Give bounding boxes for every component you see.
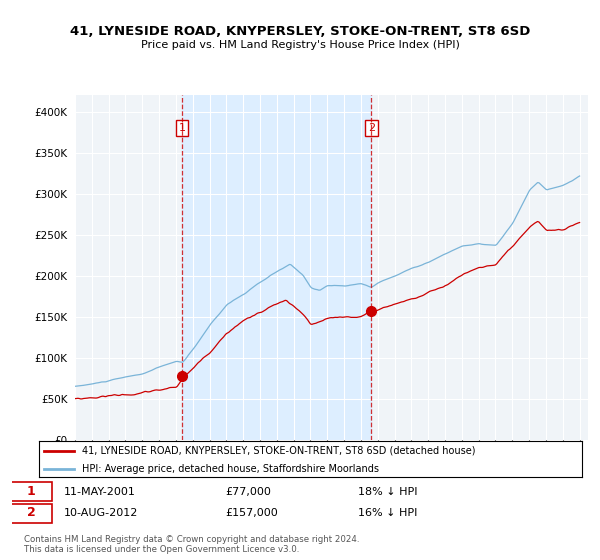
Text: 10-AUG-2012: 10-AUG-2012: [64, 508, 138, 518]
Text: 18% ↓ HPI: 18% ↓ HPI: [358, 487, 417, 497]
FancyBboxPatch shape: [9, 482, 52, 501]
Text: 41, LYNESIDE ROAD, KNYPERSLEY, STOKE-ON-TRENT, ST8 6SD (detached house): 41, LYNESIDE ROAD, KNYPERSLEY, STOKE-ON-…: [82, 446, 476, 456]
Bar: [182, 95, 371, 440]
Text: £157,000: £157,000: [225, 508, 278, 518]
Text: 2: 2: [26, 506, 35, 520]
FancyBboxPatch shape: [9, 503, 52, 522]
Text: 41, LYNESIDE ROAD, KNYPERSLEY, STOKE-ON-TRENT, ST8 6SD: 41, LYNESIDE ROAD, KNYPERSLEY, STOKE-ON-…: [70, 25, 530, 38]
Text: 2: 2: [368, 123, 375, 133]
Text: 11-MAY-2001: 11-MAY-2001: [64, 487, 136, 497]
Text: 1: 1: [26, 485, 35, 498]
Text: Price paid vs. HM Land Registry's House Price Index (HPI): Price paid vs. HM Land Registry's House …: [140, 40, 460, 50]
Text: 16% ↓ HPI: 16% ↓ HPI: [358, 508, 417, 518]
Text: 1: 1: [178, 123, 185, 133]
Text: HPI: Average price, detached house, Staffordshire Moorlands: HPI: Average price, detached house, Staf…: [82, 464, 379, 474]
Text: £77,000: £77,000: [225, 487, 271, 497]
Text: Contains HM Land Registry data © Crown copyright and database right 2024.
This d: Contains HM Land Registry data © Crown c…: [24, 535, 359, 554]
